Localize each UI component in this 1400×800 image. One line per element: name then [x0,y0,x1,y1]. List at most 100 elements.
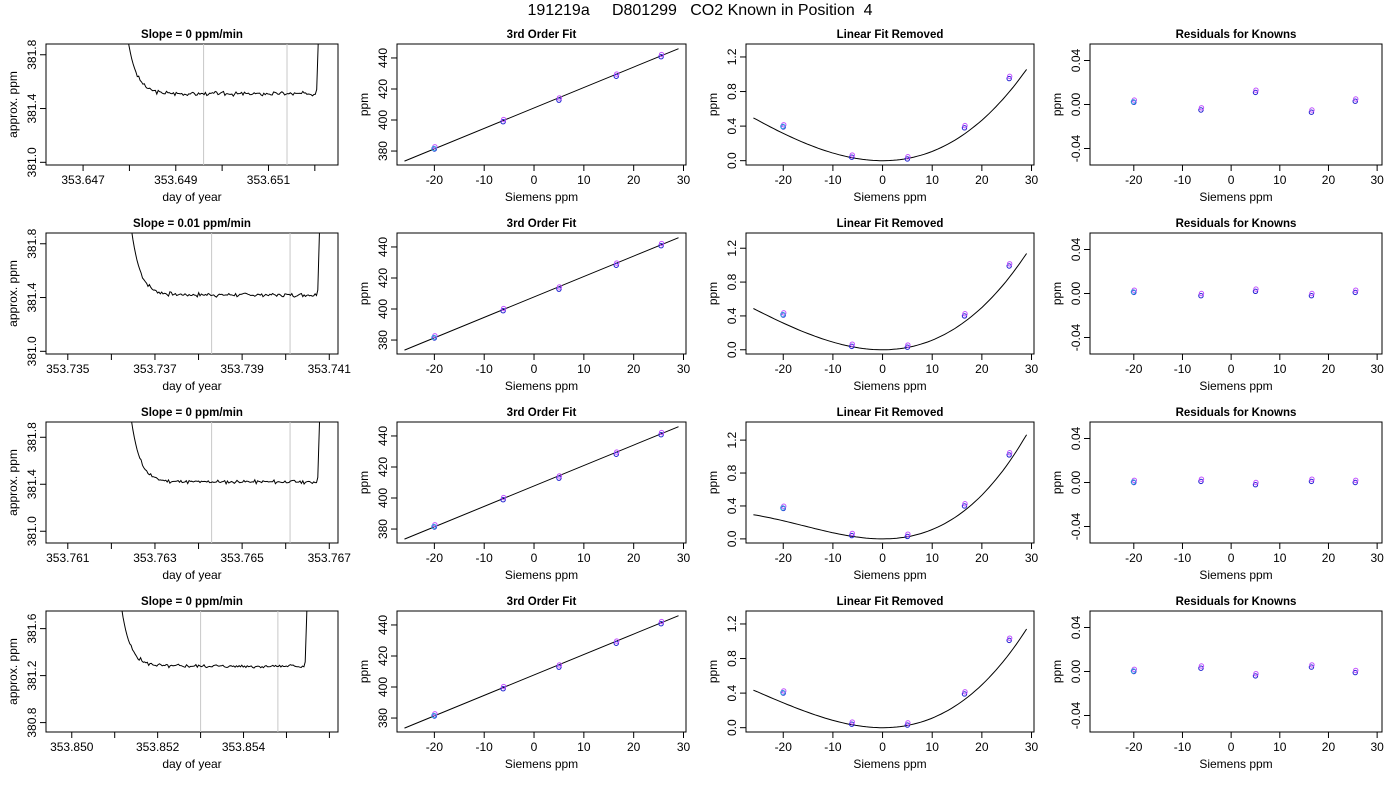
panel-r1-c3: Linear Fit Removed -20 -10 0 10 20 30 0.0 0.4 0.8… [706,29,1039,204]
y-axis-label: ppm [357,93,371,116]
panel-title: Residuals for Knowns [1176,218,1297,230]
y-tick-label: 440 [376,237,390,257]
panel-title: Slope = 0.01 ppm/min [133,218,251,230]
data-point-ref [780,123,786,130]
y-tick-label: 381.0 [25,336,39,366]
data-point-ref [1130,668,1137,674]
x-axis-label: Siemens ppm [853,190,926,204]
data-point [500,497,506,503]
panel-title: Slope = 0 ppm/min [141,29,243,41]
data-point [1308,478,1315,485]
y-tick-label: 381.0 [25,147,39,177]
plot-area [131,422,321,543]
y-tick-label: 0.8 [725,464,739,481]
y-tick-label: 420 [376,268,390,288]
data-point-ref [431,712,437,719]
data-point [658,243,664,249]
panel-r4-c4: Residuals for Knowns -20 -10 0 10 20 30 -0.04 0.… [1050,596,1384,771]
data-point-alt [1353,96,1359,102]
y-tick-label: 381.8 [25,422,39,452]
data-point [1198,293,1204,299]
data-point-alt [556,95,563,101]
y-tick-label: 381.0 [25,516,39,546]
x-tick-label: 20 [1322,551,1336,565]
data-point [500,686,506,692]
data-point-alt [658,51,665,58]
plot-area [753,628,1028,729]
data-point [1252,288,1259,294]
plot-area [1130,87,1359,115]
x-tick-label: 20 [975,551,989,565]
y-axis-label: approx. ppm [6,260,20,327]
x-tick-label: -10 [476,362,494,376]
panel-r4-c1: Slope = 0 ppm/min 353.850 353.852 353.854 38… [6,596,339,771]
data-point [1352,479,1358,486]
x-tick-label: 10 [926,551,940,565]
y-tick-label: 380 [376,330,390,350]
plot-area [1130,662,1359,679]
data-point [1252,89,1259,96]
y-axis-label: ppm [706,660,720,683]
data-point [658,621,664,627]
data-point-alt [962,689,968,695]
panel-title: Linear Fit Removed [837,596,944,608]
data-point [1352,98,1358,104]
y-tick-label: 380.8 [25,707,39,737]
y-axis-label: ppm [357,282,371,305]
plot-area [753,253,1028,351]
x-tick-label: 353.649 [154,173,198,187]
data-point [904,722,911,728]
x-tick-label: 0 [531,551,538,565]
x-tick-label: 10 [577,362,591,376]
x-tick-label: 10 [926,173,940,187]
data-point-ref [1130,99,1137,105]
x-tick-label: -10 [824,173,842,187]
x-tick-label: 353.854 [222,740,266,754]
x-tick-label: 30 [677,362,691,376]
x-tick-label: -10 [824,362,842,376]
data-point [1006,75,1012,82]
x-tick-label: 30 [1025,740,1039,754]
data-point [613,451,619,457]
plot-frame [1089,232,1383,355]
x-tick-label: -20 [426,173,444,187]
data-point [1006,263,1012,269]
y-axis-label: approx. ppm [6,638,20,705]
data-point [556,475,562,481]
x-tick-label: -10 [1174,740,1192,754]
data-point-alt [658,618,665,625]
y-axis-label: ppm [1050,660,1064,683]
data-point-alt [658,240,665,247]
y-tick-label: 0.00 [1069,92,1083,116]
data-point-alt [614,260,620,266]
x-tick-label: 10 [1273,362,1287,376]
x-tick-label: 20 [1322,740,1336,754]
y-axis-label: approx. ppm [6,449,20,516]
data-point-ref [780,689,786,696]
x-tick-label: 0 [1228,173,1235,187]
y-tick-label: 381.2 [25,660,39,690]
x-tick-label: 30 [1370,173,1384,187]
y-axis-label: ppm [1050,93,1064,116]
x-tick-label: 10 [577,173,591,187]
panel-title: Residuals for Knowns [1176,596,1297,608]
plot-area [753,434,1028,540]
data-point [556,286,562,292]
data-point [658,432,664,438]
data-point [849,532,855,539]
x-tick-label: 20 [627,362,641,376]
x-tick-label: 30 [1025,173,1039,187]
panel-r4-c2: 3rd Order Fit -20 -10 0 10 20 30 380 400 420 440 Si… [357,596,691,771]
y-tick-label: 380 [376,519,390,539]
x-axis-label: Siemens ppm [505,190,578,204]
x-tick-label: 10 [577,551,591,565]
data-point [904,344,911,350]
x-axis-label: Siemens ppm [505,568,578,582]
plot-frame [45,232,339,355]
x-axis-label: Siemens ppm [505,757,578,771]
y-tick-label: 0.8 [725,83,739,100]
data-point-alt [1253,671,1259,677]
plot-frame [745,610,1035,733]
y-tick-label: 1.2 [725,615,739,632]
